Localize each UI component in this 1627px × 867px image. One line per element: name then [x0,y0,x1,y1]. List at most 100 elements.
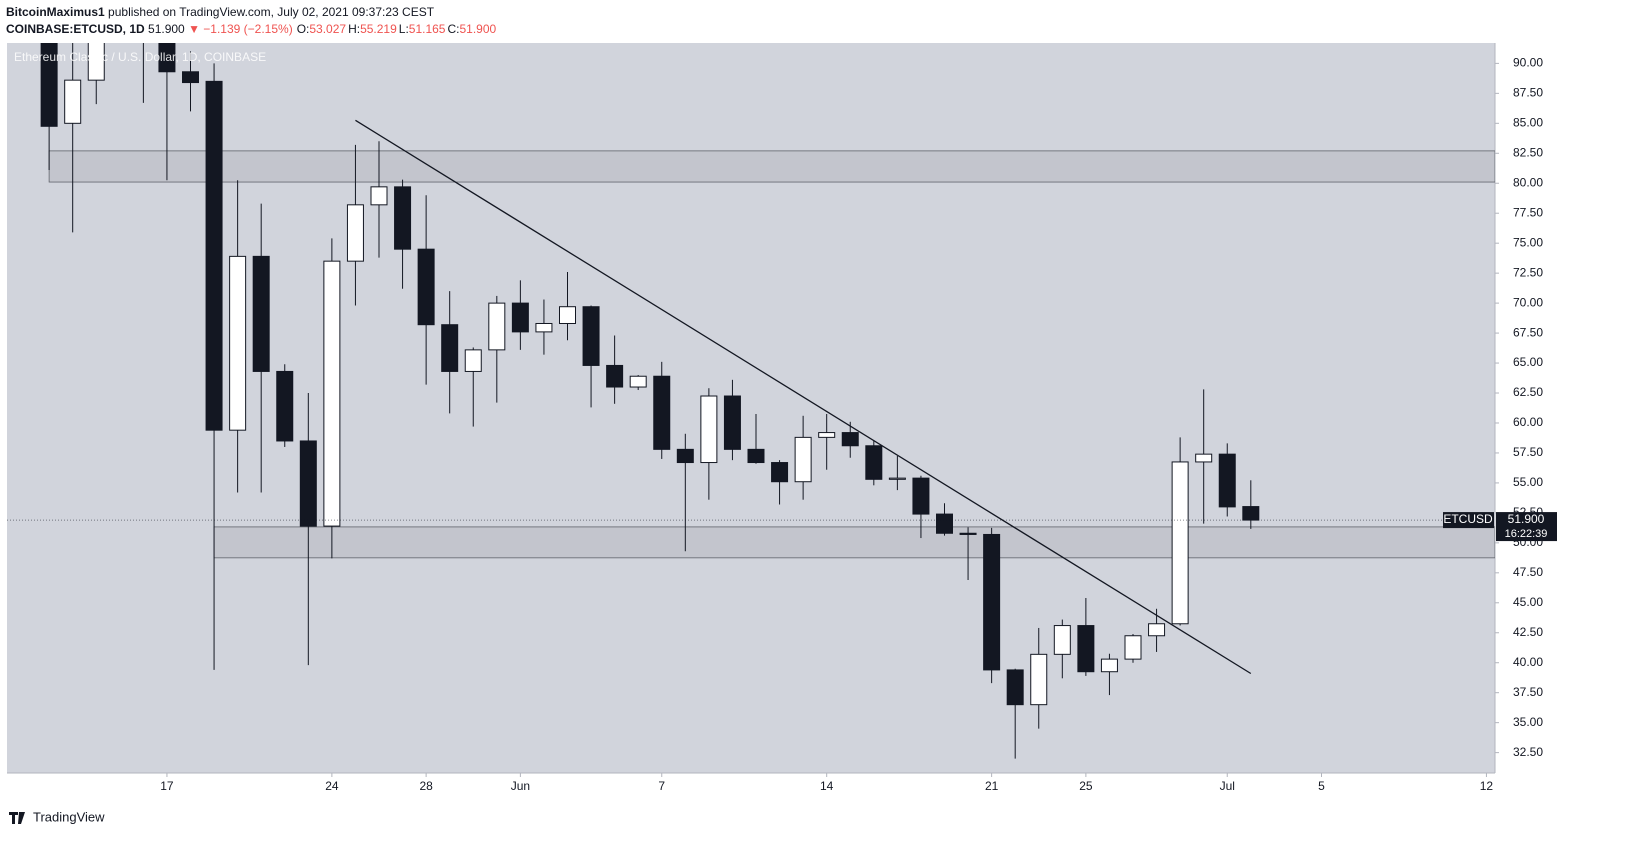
x-tick-label: 21 [985,779,999,793]
y-tick-label: 47.50 [1513,565,1543,579]
x-tick-label: 17 [160,779,174,793]
ohlc-key: L: [398,22,409,36]
y-tick-label: 32.50 [1513,745,1543,759]
candle-body [40,43,58,127]
y-tick-label: 75.00 [1513,235,1543,249]
y-tick-label: 65.00 [1513,355,1543,369]
x-tick-label: 7 [658,779,665,793]
candle-body [87,43,105,81]
candle-body [723,395,741,450]
x-tick-label: 25 [1079,779,1093,793]
candle-body [1171,461,1189,625]
candle-body [936,513,953,534]
y-tick-label: 57.50 [1513,445,1543,459]
candle-body [394,186,412,250]
candle-body [747,448,765,464]
candle-body [1242,506,1260,521]
zone [48,150,1495,183]
y-tick-label: 55.00 [1513,475,1543,489]
candle-body [1124,635,1142,660]
change: ▼ −1.139 (−2.15%) [188,22,293,36]
candle-body [535,322,553,333]
candle-body [511,302,529,333]
symbol-label: ETCUSD [1443,512,1493,526]
symbol-line: COINBASE:ETCUSD, 1D 51.900 ▼ −1.139 (−2.… [6,21,496,38]
y-tick-label: 60.00 [1513,415,1543,429]
candle-body [299,440,317,527]
candle-body [488,302,506,351]
candle-body [276,370,294,442]
candle-body [676,448,694,464]
candle-body [1053,625,1071,655]
candle-body [794,436,812,483]
y-tick-label: 87.50 [1513,86,1543,100]
symbol: COINBASE:ETCUSD, 1D [6,22,145,36]
y-tick-label: 45.00 [1513,595,1543,609]
candle-body [1100,658,1118,673]
candle-body [629,375,647,388]
candle-body [64,79,82,124]
candle-body [182,71,199,84]
candle-body [959,532,977,535]
candle-body [865,445,883,480]
candle-body [112,0,128,3]
candle-body [912,477,930,515]
y-tick-label: 67.50 [1513,325,1543,339]
candle-body [441,324,459,372]
candle-body [582,306,600,366]
plot [7,0,1495,759]
candle-body [606,364,624,388]
symbol-box [1443,512,1494,529]
header: BitcoinMaximus1 published on TradingView… [6,4,496,38]
ohlc-value: 55.219 [360,22,397,36]
y-tick-label: 37.50 [1513,685,1543,699]
x-tick-label: Jun [511,779,530,793]
published: published on TradingView.com, July 02, 2… [108,5,435,19]
candle-body [323,260,341,527]
x-tick-label: 5 [1318,779,1325,793]
candle-body [983,533,1001,671]
ohlc-key: O: [296,22,310,36]
candle-body [205,80,223,431]
candle-body [1148,623,1166,637]
ohlc-value: 51.165 [408,22,446,36]
y-tick-label: 90.00 [1513,56,1543,70]
candle-body [1195,453,1213,463]
price-box [1496,512,1557,542]
candle-body [370,186,388,206]
ohlc-key: H: [348,22,361,36]
y-tick-label: 62.50 [1513,385,1543,399]
x-tick-label: 14 [820,779,834,793]
y-tick-label: 72.50 [1513,265,1543,279]
ohlc-key: C: [447,22,460,36]
candle-body [1077,625,1095,673]
candle-body [700,395,718,464]
candle-body [771,462,789,483]
y-tick-label: 42.50 [1513,625,1543,639]
last: 51.900 [148,22,185,36]
candle-body [158,43,176,73]
candle-body [1218,453,1236,508]
x-tick-label: 24 [325,779,339,793]
candle-body [818,432,836,438]
candle-body [841,432,859,447]
candle-body [464,349,482,372]
author: BitcoinMaximus1 [6,5,105,19]
candle-body [888,477,906,480]
footer-brand: TradingView [33,809,105,824]
trendline [355,119,1252,675]
ohlc-value: 51.900 [459,22,497,36]
candle-body [653,375,671,450]
watermark: Ethereum Classic / U.S. Dollar, 1D, COIN… [14,50,266,64]
publish-line: BitcoinMaximus1 published on TradingView… [6,4,496,21]
y-tick-label: 82.50 [1513,145,1543,159]
zone [213,526,1495,559]
candle-body [1006,669,1024,706]
y-tick-label: 70.00 [1513,295,1543,309]
candle-body [252,255,270,372]
y-tick-label: 85.00 [1513,115,1543,129]
currency: USD [1527,49,1553,63]
y-tick-label: 77.50 [1513,205,1543,219]
price-label: 51.900 [1508,512,1545,526]
